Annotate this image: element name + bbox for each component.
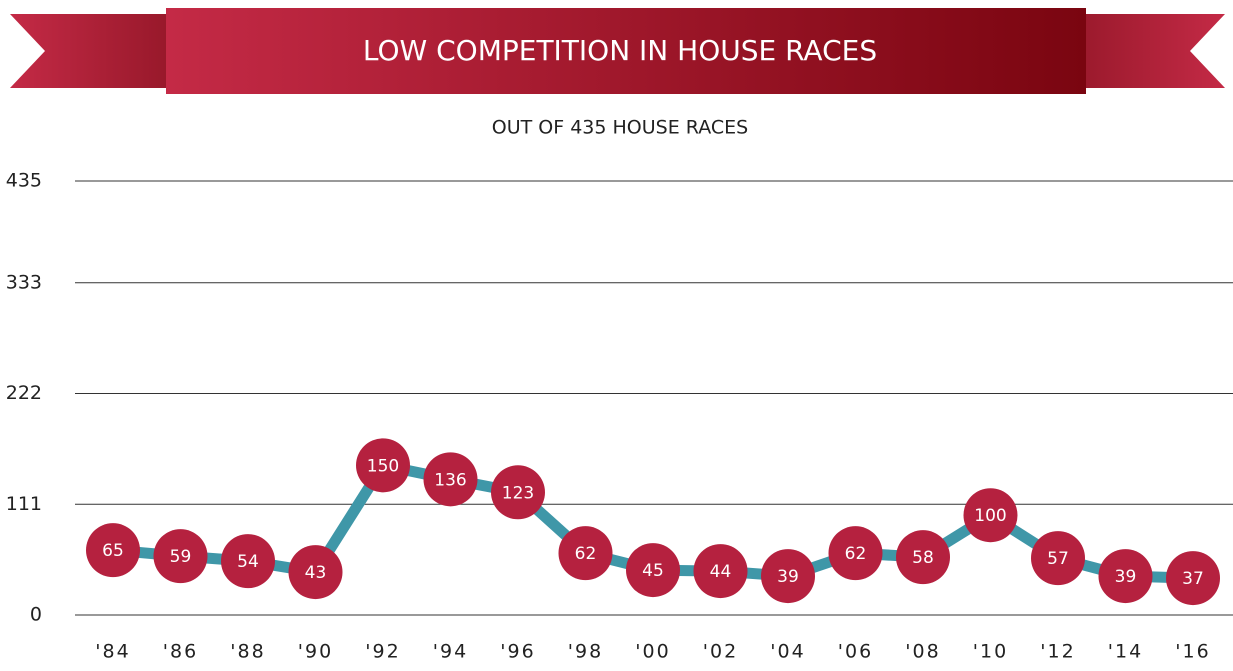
marker — [558, 526, 613, 581]
x-tick-label: '86 — [163, 641, 198, 663]
marker — [963, 488, 1018, 543]
x-tick-label: '06 — [838, 641, 873, 663]
data-label: 44 — [710, 562, 732, 582]
x-tick-label: '98 — [568, 641, 603, 663]
y-tick-label: 0 — [30, 604, 42, 626]
marker — [1098, 549, 1153, 604]
data-label: 39 — [1115, 567, 1137, 587]
chart-title: LOW COMPETITION IN HOUSE RACES — [363, 34, 877, 67]
y-tick-label: 435 — [6, 170, 42, 192]
marker — [86, 523, 140, 578]
x-tick-label: '16 — [1175, 641, 1210, 663]
x-tick-label: '02 — [703, 641, 738, 663]
y-tick-label: 111 — [6, 493, 42, 515]
x-tick-label: '92 — [365, 641, 400, 663]
y-tick-label: 222 — [6, 382, 42, 404]
x-tick-label: '90 — [298, 641, 333, 663]
data-label: 57 — [1047, 549, 1069, 569]
x-tick-label: '04 — [770, 641, 805, 663]
data-label: 39 — [777, 567, 799, 587]
data-label: 59 — [170, 547, 192, 567]
x-tick-label: '14 — [1108, 641, 1143, 663]
chart-subtitle: OUT OF 435 HOUSE RACES — [492, 117, 748, 139]
marker — [423, 452, 478, 507]
x-tick-label: '10 — [973, 641, 1008, 663]
data-label: 150 — [367, 456, 399, 476]
data-label: 65 — [102, 541, 124, 561]
x-tick-label: '88 — [230, 641, 265, 663]
marker — [1166, 551, 1220, 606]
x-tick-label: '00 — [635, 641, 670, 663]
marker — [896, 530, 950, 585]
marker — [356, 438, 410, 493]
marker — [153, 529, 208, 584]
data-label: 45 — [642, 561, 664, 581]
x-tick-label: '94 — [433, 641, 468, 663]
marker — [693, 544, 748, 599]
x-tick-label: '96 — [500, 641, 535, 663]
data-label: 58 — [912, 548, 934, 568]
marker — [221, 534, 275, 589]
marker — [626, 543, 680, 598]
data-label: 43 — [305, 563, 327, 583]
y-tick-label: 333 — [6, 271, 42, 293]
marker — [1031, 531, 1085, 586]
marker — [491, 465, 545, 520]
ribbon — [10, 8, 1225, 94]
x-tick-label: '12 — [1040, 641, 1075, 663]
data-label: 100 — [974, 506, 1006, 526]
marker — [288, 545, 343, 600]
data-label: 62 — [845, 544, 867, 564]
marker — [761, 549, 815, 604]
data-label: 62 — [575, 544, 597, 564]
x-tick-label: '08 — [905, 641, 940, 663]
data-label: 37 — [1182, 569, 1204, 589]
marker — [828, 526, 883, 581]
data-label: 136 — [434, 470, 466, 490]
x-tick-label: '84 — [95, 641, 130, 663]
data-label: 123 — [502, 483, 534, 503]
data-label: 54 — [237, 552, 259, 572]
